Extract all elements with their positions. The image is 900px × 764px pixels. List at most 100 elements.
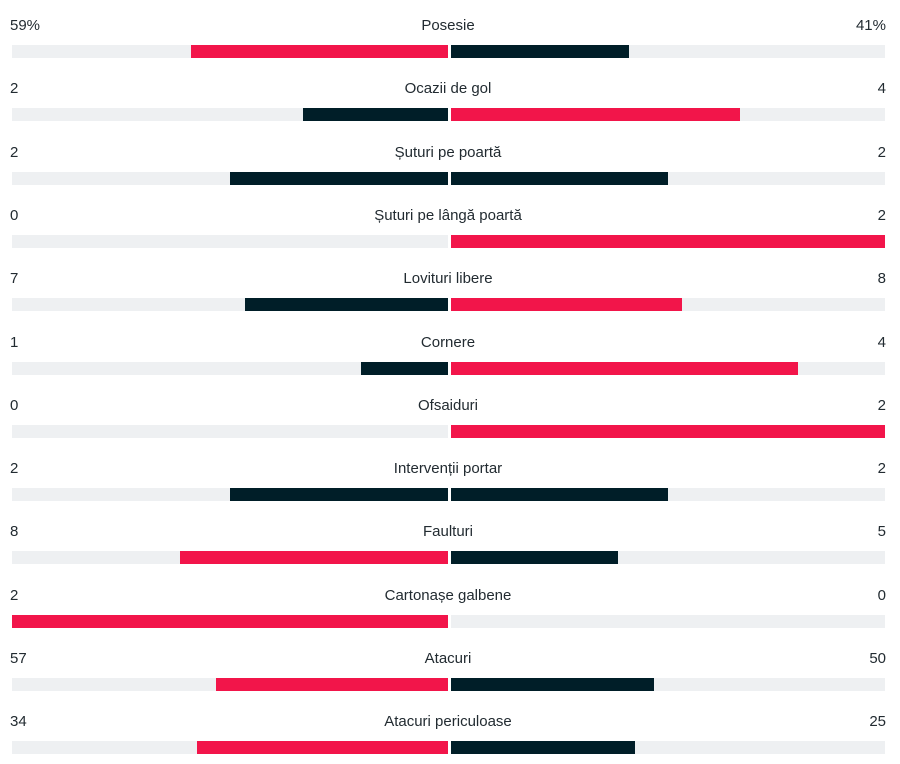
home-bar-track	[12, 108, 448, 122]
away-value: 4	[877, 80, 886, 98]
stat-label: Posesie	[421, 17, 475, 34]
home-bar-track	[12, 551, 448, 565]
home-value: 7	[10, 270, 19, 288]
stat-row: 57 Atacuri 50	[0, 633, 900, 696]
away-bar-track	[451, 678, 885, 691]
home-value: 2	[10, 586, 19, 604]
stat-row: 8 Faulturi 5	[0, 506, 900, 569]
home-bar-fill	[244, 298, 448, 312]
away-bar-track	[451, 551, 885, 565]
stat-label: Cartonașe galbene	[384, 586, 512, 604]
away-bar-fill	[451, 45, 629, 58]
stat-label: Lovituri libere	[403, 270, 493, 288]
away-bar-fill	[451, 298, 683, 312]
away-bar-fill	[451, 678, 654, 691]
home-bar-fill	[360, 361, 448, 375]
home-value: 2	[10, 460, 19, 478]
home-bar-track	[12, 488, 448, 502]
home-value: 2	[10, 80, 19, 98]
home-bar-track	[12, 234, 448, 248]
away-bar-fill	[451, 234, 885, 248]
stat-label: Cornere	[420, 333, 476, 351]
away-value: 2	[877, 143, 886, 161]
stat-row: 0 Ofsaiduri 2	[0, 380, 900, 443]
stat-row: 2 Șuturi pe poartă 2	[0, 127, 900, 190]
away-value: 8	[877, 270, 886, 288]
home-bar-fill	[12, 614, 448, 628]
stat-header: 2 Intervenții portar 2	[10, 460, 886, 482]
away-bar-track	[451, 741, 885, 755]
home-bar-track	[12, 614, 448, 628]
home-bar-fill	[230, 488, 448, 502]
home-value: 59%	[10, 17, 41, 34]
away-value: 2	[877, 206, 886, 224]
away-bar-track	[451, 361, 885, 375]
home-bar-fill	[196, 741, 448, 755]
away-bar-fill	[451, 424, 885, 438]
away-bar-fill	[451, 361, 799, 375]
away-value: 2	[877, 460, 886, 478]
stat-row: 2 Intervenții portar 2	[0, 443, 900, 506]
stat-row: 0 Șuturi pe lângă poartă 2	[0, 190, 900, 253]
away-bar-fill	[451, 741, 635, 755]
away-value: 25	[869, 713, 886, 731]
stat-header: 57 Atacuri 50	[10, 650, 886, 672]
home-value: 0	[10, 206, 19, 224]
home-bar-fill	[215, 678, 448, 691]
stat-label: Ocazii de gol	[404, 80, 492, 98]
away-bar-fill	[451, 551, 618, 565]
home-value: 1	[10, 333, 19, 351]
stat-row: 2 Cartonașe galbene 0	[0, 570, 900, 633]
stat-row: 59% Posesie 41%	[0, 0, 900, 63]
away-bar-track	[451, 424, 885, 438]
stat-header: 7 Lovituri libere 8	[10, 270, 886, 292]
away-bar-track	[451, 298, 885, 312]
stat-label: Atacuri periculoase	[384, 713, 512, 731]
home-bar-track	[12, 741, 448, 755]
stat-label: Șuturi pe poartă	[394, 143, 502, 161]
stat-row: 2 Ocazii de gol 4	[0, 63, 900, 126]
away-value: 2	[877, 396, 886, 414]
away-bar-fill	[451, 171, 668, 185]
away-bar-track	[451, 234, 885, 248]
stat-header: 0 Ofsaiduri 2	[10, 397, 886, 419]
away-bar-track	[451, 614, 885, 628]
home-bar-track	[12, 361, 448, 375]
stat-header: 0 Șuturi pe lângă poartă 2	[10, 207, 886, 229]
away-bar-track	[451, 108, 885, 122]
stat-label: Șuturi pe lângă poartă	[374, 206, 522, 224]
home-value: 0	[10, 396, 19, 414]
stat-header: 1 Cornere 4	[10, 334, 886, 356]
away-bar-track	[451, 171, 885, 185]
stat-header: 8 Faulturi 5	[10, 523, 886, 545]
home-bar-track	[12, 45, 448, 58]
home-value: 57	[10, 650, 27, 667]
home-bar-fill	[179, 551, 448, 565]
away-value: 0	[877, 586, 886, 604]
stat-label: Intervenții portar	[393, 460, 503, 478]
away-value: 50	[869, 650, 886, 667]
stat-label: Faulturi	[422, 523, 474, 541]
away-bar-track	[451, 45, 885, 58]
home-bar-track	[12, 298, 448, 312]
home-value: 8	[10, 523, 19, 541]
away-bar-fill	[451, 108, 741, 122]
stat-header: 34 Atacuri periculoase 25	[10, 713, 886, 735]
home-bar-fill	[190, 45, 448, 58]
stat-label: Atacuri	[424, 650, 472, 667]
stat-header: 2 Șuturi pe poartă 2	[10, 144, 886, 166]
away-value: 4	[877, 333, 886, 351]
stat-header: 2 Cartonașe galbene 0	[10, 587, 886, 609]
home-value: 34	[10, 713, 27, 731]
stat-row: 1 Cornere 4	[0, 317, 900, 380]
home-bar-track	[12, 424, 448, 438]
away-bar-track	[451, 488, 885, 502]
away-bar-fill	[451, 488, 668, 502]
stat-header: 2 Ocazii de gol 4	[10, 80, 886, 102]
stat-header: 59% Posesie 41%	[10, 17, 886, 39]
stat-row: 7 Lovituri libere 8	[0, 253, 900, 316]
home-value: 2	[10, 143, 19, 161]
away-value: 5	[877, 523, 886, 541]
home-bar-fill	[302, 108, 448, 122]
